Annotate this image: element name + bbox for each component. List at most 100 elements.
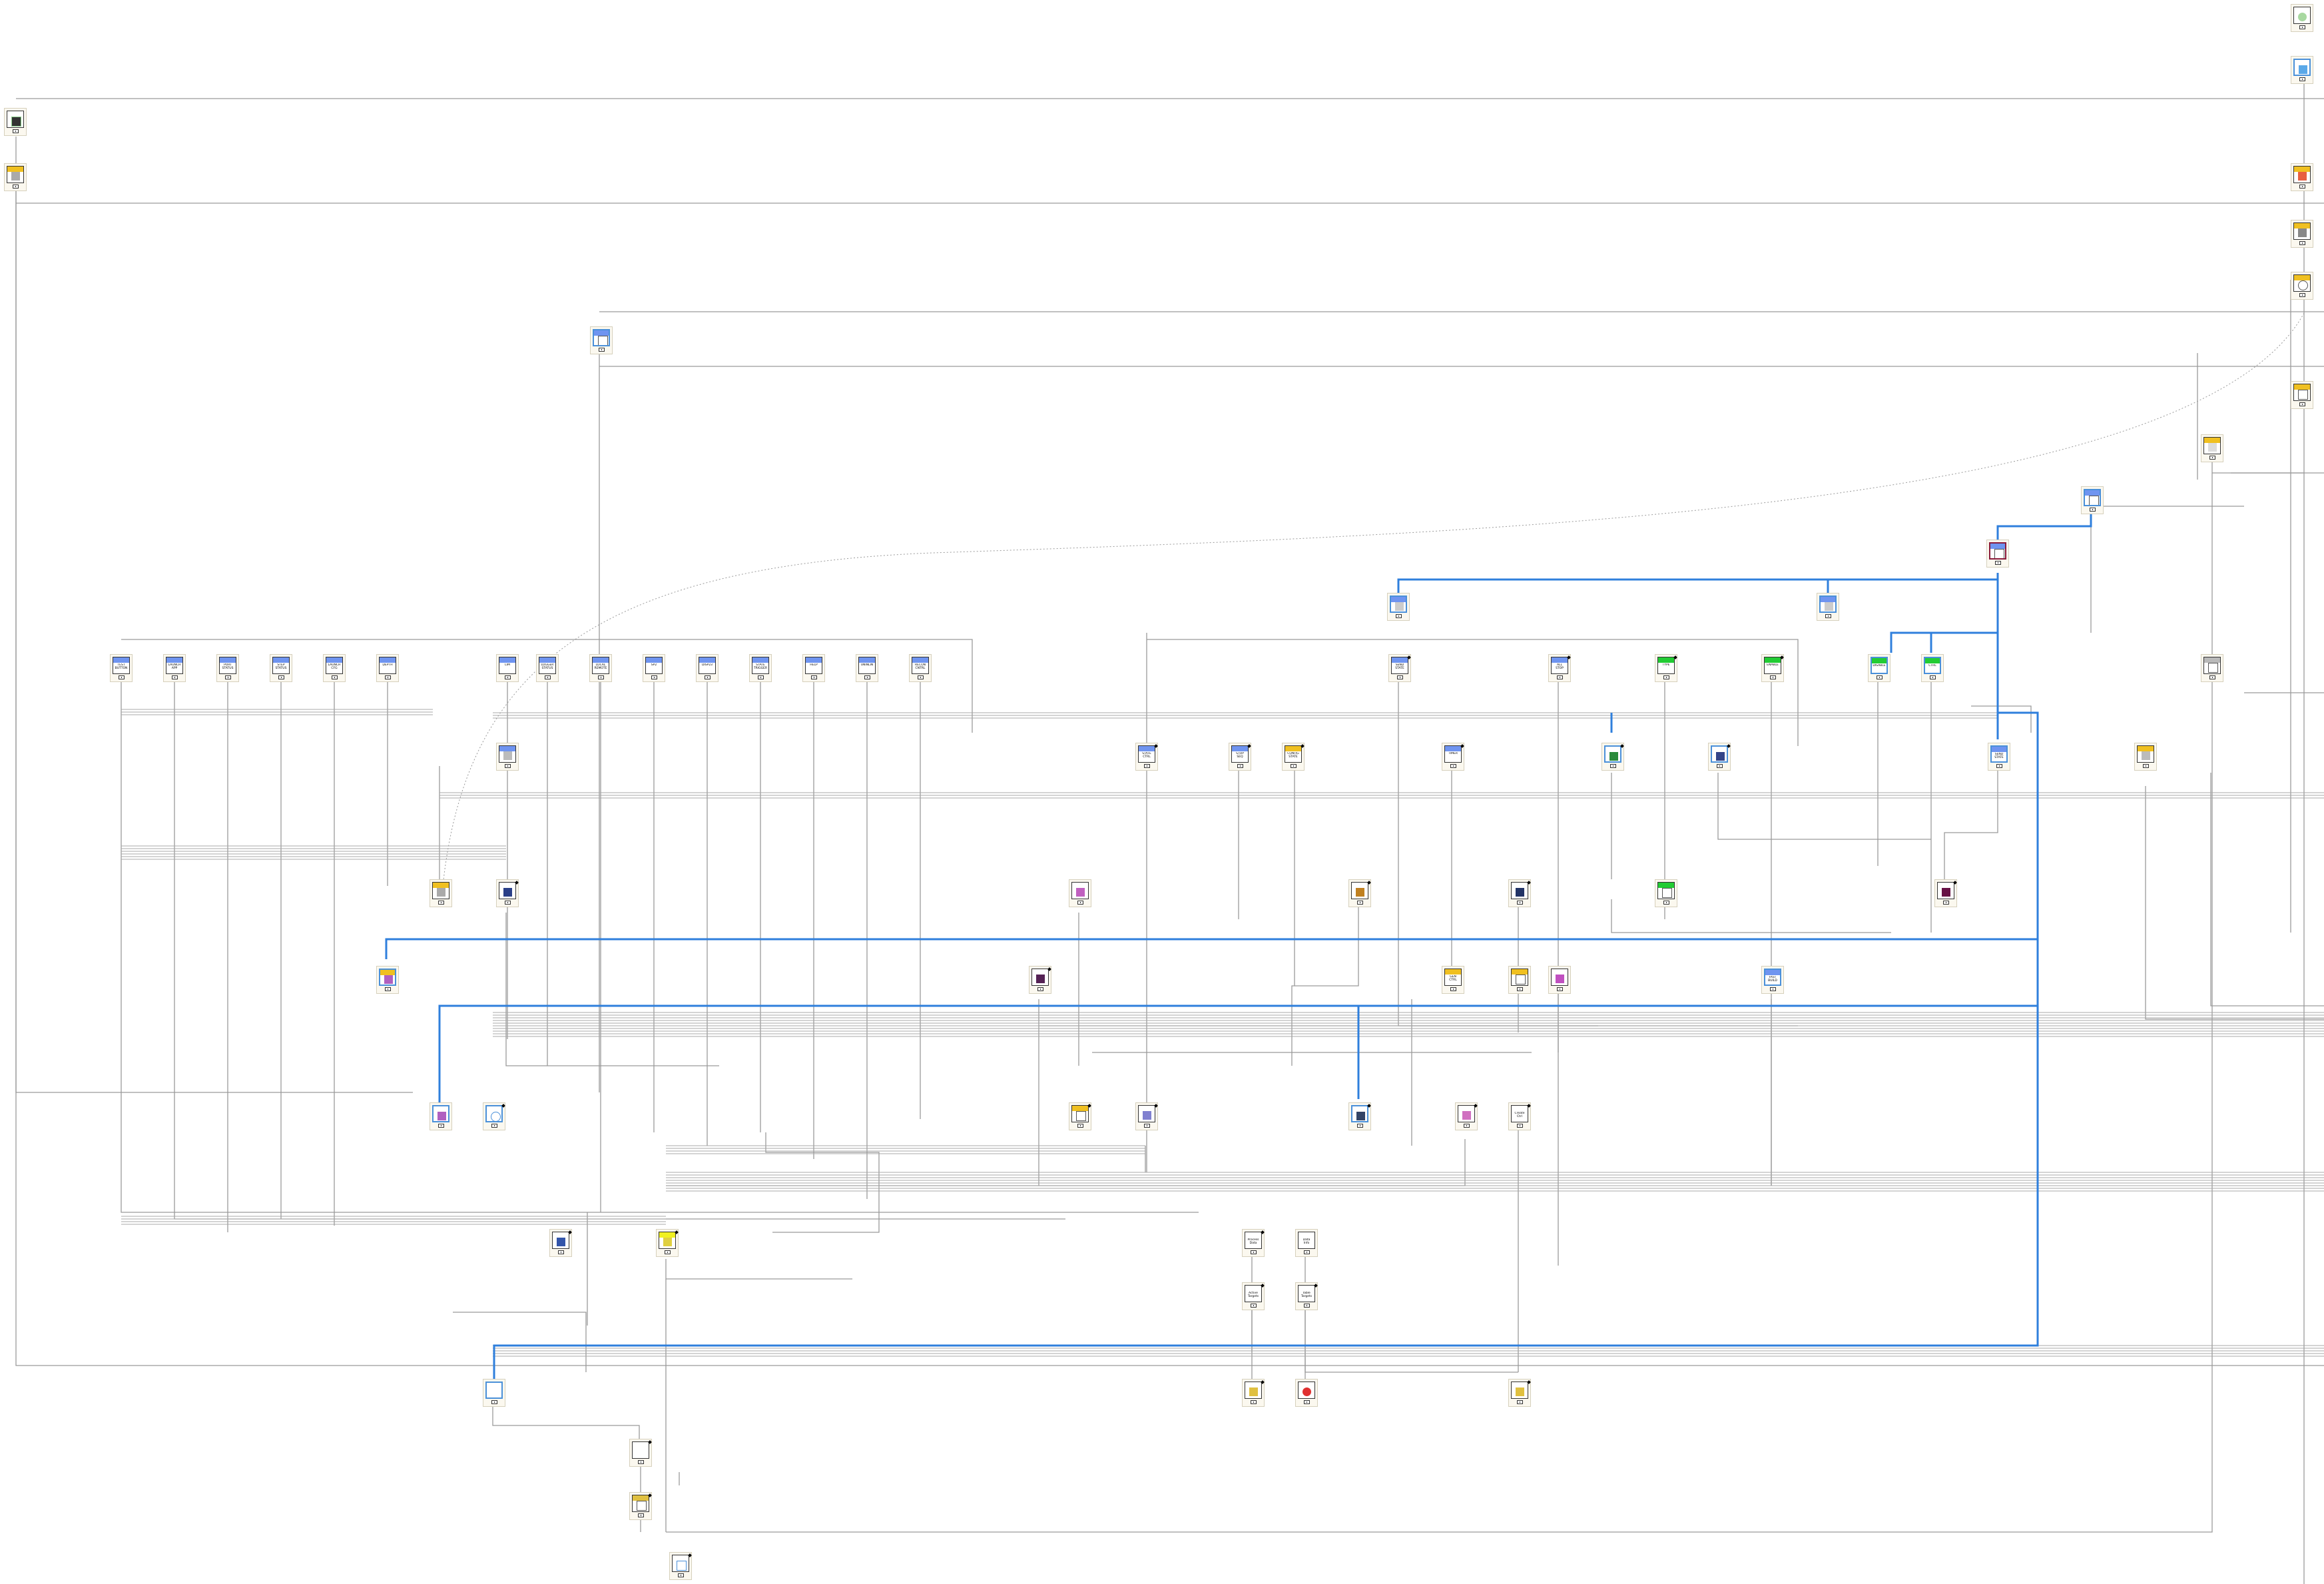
ctrl-send-state-mid[interactable]: SEND STATE xyxy=(1988,743,2010,771)
property-node-2[interactable] xyxy=(2201,654,2223,682)
monitor-icon xyxy=(1356,1112,1365,1120)
invoke-left-node[interactable] xyxy=(4,163,27,191)
ctrl-launch-cfg[interactable]: LAUNCH CFG xyxy=(323,654,346,682)
cube-node-purple[interactable] xyxy=(1934,879,1957,907)
wire xyxy=(174,673,1065,1220)
cube-node-dark[interactable] xyxy=(1508,879,1531,907)
table-icon xyxy=(1076,888,1085,897)
invoke-row2-right[interactable] xyxy=(2134,743,2157,771)
clock-node[interactable] xyxy=(483,1102,505,1130)
clock-icon xyxy=(491,1112,501,1121)
ctrl-uninlin[interactable]: UNINLIN xyxy=(856,654,878,682)
wrench-node[interactable] xyxy=(2291,4,2313,32)
arrow-node[interactable] xyxy=(549,1229,572,1257)
ctrl-port-status[interactable]: PORT STATUS xyxy=(216,654,239,682)
wire xyxy=(15,180,413,1093)
ctrl-disable[interactable]: DISABLE xyxy=(1868,654,1890,682)
table-node[interactable] xyxy=(1069,879,1091,907)
ctrl-local-remote[interactable]: LOCAL REMOTE xyxy=(589,654,612,682)
stop-node[interactable] xyxy=(1295,1379,1318,1407)
ctrl-disp23[interactable]: DISP23 xyxy=(696,654,719,682)
arrow-icon xyxy=(557,1238,565,1246)
ctrl-stop-seq[interactable]: STOP SEQ xyxy=(1229,743,1251,771)
ctrl-active-targets[interactable]: Active Targets xyxy=(1242,1282,1265,1310)
ctrl-lim[interactable]: LIM xyxy=(496,654,519,682)
cube-node-blue[interactable] xyxy=(496,879,519,907)
front-panel-ref[interactable] xyxy=(590,326,613,354)
ctrl-type[interactable]: TYPE xyxy=(1655,654,1677,682)
invoke-row2-node[interactable] xyxy=(496,743,519,771)
pencil-node-1[interactable] xyxy=(1242,1379,1265,1407)
ctrl-logger-status[interactable]: LOGGER STATUS xyxy=(536,654,559,682)
yellow-ctrl-node[interactable] xyxy=(1508,966,1531,994)
open-vi-node[interactable] xyxy=(4,108,27,136)
ctrl-ctrl[interactable]: CTRL xyxy=(1921,654,1944,682)
invoke-node-3[interactable] xyxy=(2291,381,2313,409)
cube-node-green[interactable] xyxy=(1601,743,1624,771)
ctrl-data-info[interactable]: Data Info xyxy=(1295,1229,1318,1257)
array-node[interactable] xyxy=(629,1492,652,1520)
ref-node-2[interactable] xyxy=(1387,593,1410,621)
green-ctrl-node[interactable] xyxy=(1655,879,1677,907)
cube-node-orange[interactable] xyxy=(1348,879,1371,907)
ctrl-create-ctrl[interactable]: Create Ctrl xyxy=(1508,1102,1531,1130)
ctrl-launch-app[interactable]: LAUNCH APP xyxy=(163,654,186,682)
ctrl-process-data[interactable]: Process Data xyxy=(1242,1229,1265,1257)
invoke-node-1[interactable] xyxy=(2291,220,2313,248)
wire xyxy=(666,460,2213,1533)
panel-icon xyxy=(598,336,608,345)
refnum-wire xyxy=(438,1004,2038,1106)
wire xyxy=(453,1312,587,1372)
empty-ref-node[interactable] xyxy=(483,1379,505,1407)
ctrl-table-targets[interactable]: Table Targets xyxy=(1295,1282,1318,1310)
invoke-row3-left[interactable] xyxy=(430,879,452,907)
doc-node[interactable] xyxy=(1455,1102,1478,1130)
wire xyxy=(1291,906,1359,1066)
ctrl-step-status[interactable]: STEP STATUS xyxy=(270,654,292,682)
ctrl-timer-2[interactable]: GEN CTRL xyxy=(1442,966,1464,994)
ref-node-main[interactable] xyxy=(1986,540,2009,568)
ctrl-config-state[interactable]: CONFIG STATE xyxy=(1282,743,1305,771)
fast-build-node[interactable]: FAST BUILD xyxy=(1761,966,1784,994)
vi-server-node[interactable] xyxy=(2291,56,2313,84)
bottom-node[interactable] xyxy=(669,1552,692,1580)
ctrl-send-state[interactable]: SEND STATE xyxy=(1388,654,1411,682)
stop-icon xyxy=(1303,1387,1311,1396)
screen-icon xyxy=(11,117,21,127)
ctrl-all-stop[interactable]: ALL STOP xyxy=(1548,654,1571,682)
pencil-node-2[interactable] xyxy=(1508,1379,1531,1407)
wire xyxy=(15,137,2324,1366)
refnum-wire xyxy=(385,573,2039,959)
invoke-node-2[interactable] xyxy=(2291,272,2313,300)
ref-node-1[interactable] xyxy=(2081,486,2104,514)
ref-node-3[interactable] xyxy=(1817,593,1839,621)
cube-icon xyxy=(503,888,512,897)
close-ref-node[interactable] xyxy=(2291,163,2313,191)
dotted-wire xyxy=(442,312,2305,887)
table-node-2[interactable] xyxy=(1069,1102,1091,1130)
monitor-node[interactable] xyxy=(1348,1102,1371,1130)
wire-node[interactable] xyxy=(1135,1102,1158,1130)
empty-node[interactable] xyxy=(629,1439,652,1467)
ref-icon xyxy=(2089,496,2099,505)
wire xyxy=(2145,786,2324,1020)
yellow-node[interactable] xyxy=(656,1229,679,1257)
ctrl-sp2[interactable]: SP2 xyxy=(643,654,665,682)
bar-icon xyxy=(1662,888,1672,898)
doc-icon xyxy=(1462,1111,1471,1120)
ctrl-state-ctrl[interactable]: STATE CTRL xyxy=(1135,743,1158,771)
flag-node[interactable] xyxy=(1548,966,1571,994)
gen-ctrl-node[interactable] xyxy=(376,966,399,994)
ctrl-enable[interactable]: ENABLE xyxy=(1761,654,1784,682)
cluster-node[interactable] xyxy=(430,1102,452,1130)
ctrl-state-trigger[interactable]: STATE TRIGGER xyxy=(749,654,772,682)
cube-node-purple-2[interactable] xyxy=(1029,966,1051,994)
ctrl-depth[interactable]: DEPTH xyxy=(376,654,399,682)
property-node-1[interactable] xyxy=(2201,434,2223,462)
ctrl-test-button[interactable]: TEST BUTTON xyxy=(110,654,133,682)
ctrl-help[interactable]: HELP xyxy=(802,654,825,682)
ctrl-timer[interactable]: TIMER xyxy=(1442,743,1464,771)
cube-node-navy[interactable] xyxy=(1708,743,1731,771)
ctrl-recon-ctrl[interactable]: RECON CNTRL xyxy=(909,654,932,682)
